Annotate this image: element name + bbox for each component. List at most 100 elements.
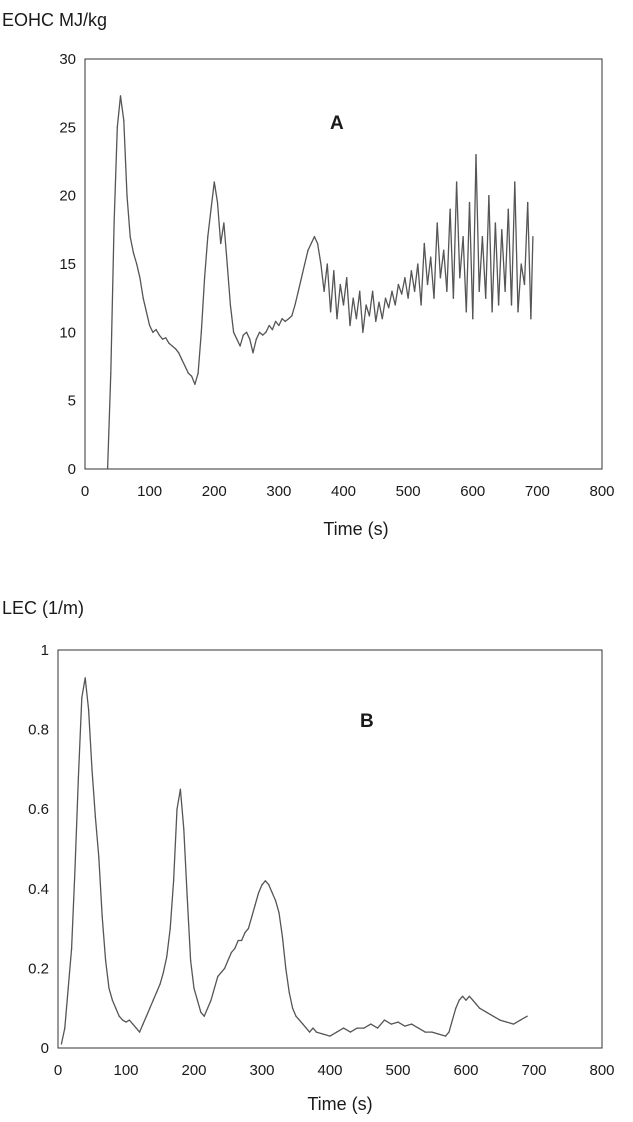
series-segment (478, 1007, 488, 1013)
series-segment (265, 324, 270, 333)
series-segment (268, 324, 274, 331)
series-segment (302, 1023, 307, 1029)
series-segment (271, 320, 277, 331)
x-tick-label: 200 (181, 1062, 206, 1079)
series-segment (459, 236, 464, 279)
series-segment (197, 331, 202, 374)
series-segment (365, 304, 371, 317)
series-segment (404, 277, 409, 299)
series-segment (152, 991, 158, 1001)
series-segment (174, 348, 180, 354)
series-segment (443, 249, 448, 292)
series-segment (336, 1027, 345, 1033)
series-segment (132, 1023, 137, 1029)
series-segment (417, 263, 422, 306)
series-segment (391, 290, 396, 306)
series-segment (203, 236, 209, 279)
series-segment (242, 331, 248, 336)
series-segment (431, 1031, 440, 1035)
series-segment (123, 119, 128, 197)
series-segment (436, 222, 442, 279)
series-segment (384, 297, 390, 309)
x-tick-label: 100 (113, 1062, 138, 1079)
series-segment (527, 201, 532, 320)
series-segment (60, 1027, 66, 1045)
series-segment (190, 375, 196, 385)
x-tick-labels: 0 100 200 300 400 500 600 700 800 (54, 1062, 615, 1079)
series-segment (376, 1019, 386, 1029)
series-segment (128, 1019, 134, 1025)
series-segment (488, 195, 493, 313)
x-tick-label: 300 (266, 483, 291, 500)
series-segment (465, 995, 471, 1001)
series-segment (165, 337, 170, 344)
series-segment (390, 1021, 399, 1025)
series-segment (249, 338, 254, 354)
series-segment (336, 283, 341, 320)
series-segment (166, 927, 171, 958)
series-segment (186, 896, 192, 962)
series-segment (152, 328, 157, 333)
series-segment (333, 270, 338, 320)
series-lines (60, 677, 528, 1045)
series-segment (251, 904, 256, 918)
series-segment (274, 900, 280, 914)
y-tick-label: 15 (59, 256, 76, 273)
series-segment (257, 884, 263, 894)
series-segment (196, 999, 202, 1013)
series-segment (383, 1019, 392, 1025)
y-tick-labels: 0 5 10 15 20 25 30 (59, 51, 76, 478)
series-segment (413, 263, 419, 292)
series-segment (452, 181, 458, 299)
plot-frame (57, 649, 603, 1049)
x-tick-label: 200 (202, 483, 227, 500)
series-segment (217, 971, 222, 978)
series-segment (342, 277, 348, 306)
x-tick-label: 400 (331, 483, 356, 500)
series-segment (417, 1027, 426, 1033)
series-segment (110, 222, 115, 374)
series-segment (258, 331, 264, 336)
series-segment (430, 256, 435, 299)
series-segment (281, 318, 286, 323)
series-segment (423, 242, 429, 286)
series-segment (84, 677, 90, 711)
series-segment (530, 236, 534, 320)
series-segment (375, 301, 380, 323)
x-tick-label: 0 (81, 483, 89, 500)
series-segment (308, 1027, 314, 1033)
series-segment (438, 1033, 447, 1037)
series-segment (126, 195, 131, 238)
x-tick-label: 500 (385, 1062, 410, 1079)
series-segment (362, 304, 367, 333)
series-segment (278, 912, 284, 938)
series-segment (142, 1015, 148, 1025)
series-segment (261, 880, 267, 886)
series-segment (404, 1023, 413, 1027)
series-segment (501, 229, 506, 292)
series-segment (451, 1007, 457, 1021)
series-segment (507, 208, 513, 306)
series-segment (210, 987, 216, 1001)
series-segment (236, 338, 241, 347)
series-segment (239, 334, 244, 347)
series-segment (506, 1021, 515, 1025)
series-segment (514, 181, 519, 313)
series-segment (305, 1027, 311, 1033)
y-axis-title: LEC (1/m) (2, 598, 84, 618)
y-tick-label: 10 (59, 324, 76, 341)
series-segment (371, 290, 377, 323)
series-segment (67, 947, 73, 989)
series-segment (106, 372, 112, 470)
series-segment (139, 277, 144, 299)
series-segment (111, 999, 117, 1009)
series-segment (200, 1011, 205, 1017)
y-tick-label: 30 (59, 51, 76, 68)
series-segment (352, 297, 358, 320)
series-segment (135, 1027, 141, 1033)
x-tick-label: 600 (453, 1062, 478, 1079)
series-segment (410, 1023, 420, 1029)
series-segment (213, 181, 219, 204)
series-segment (339, 283, 345, 306)
series-segment (504, 208, 509, 292)
